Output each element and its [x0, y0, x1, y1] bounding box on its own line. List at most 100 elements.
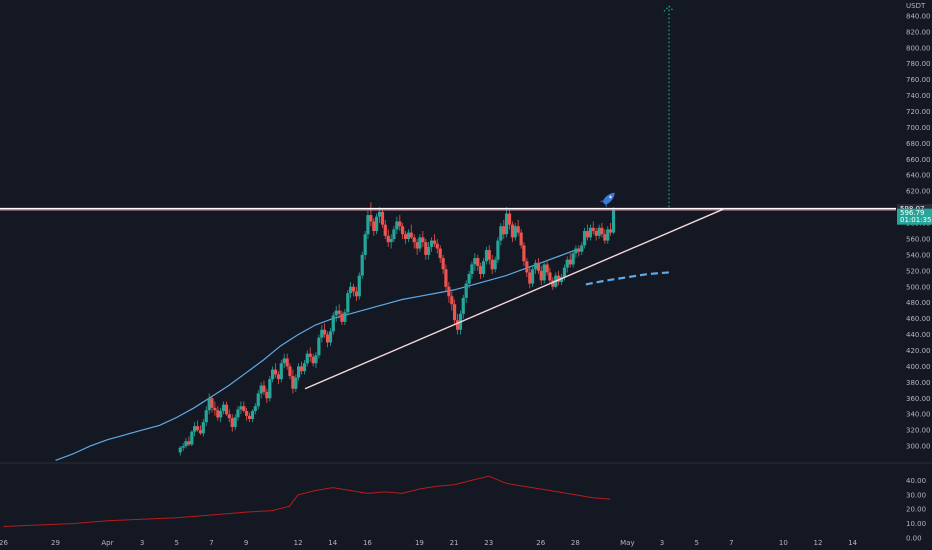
candle — [406, 229, 411, 243]
price-tick-label: 620.00 — [906, 188, 931, 196]
candle — [400, 223, 405, 239]
price-tick-label: 420.00 — [906, 347, 931, 355]
candle — [320, 324, 324, 343]
candle-body — [184, 441, 188, 447]
candle-body — [190, 431, 194, 445]
candle-body — [337, 310, 341, 314]
candle — [227, 409, 231, 423]
candle-body — [574, 248, 578, 254]
candle — [305, 350, 309, 367]
price-tick-label: 780.00 — [906, 60, 931, 68]
candle-body — [493, 259, 497, 270]
candle — [519, 229, 523, 249]
candle — [242, 401, 246, 413]
candle-body — [213, 407, 217, 411]
candle — [386, 229, 390, 247]
time-axis[interactable]: 26 29 Apr 3 5 7 9 12 14 16 19 21 23 26 28 May 3 5 7 10 12 14 — [0, 539, 858, 547]
candle — [574, 245, 578, 259]
candle — [271, 366, 275, 383]
candle-body — [533, 262, 538, 270]
candle — [247, 412, 252, 423]
candle — [224, 401, 229, 416]
candle — [530, 266, 535, 287]
price-axis[interactable]: 300.00 320.00 340.00 360.00 380.00 400.00 420.… — [897, 2, 932, 543]
candle-body — [346, 293, 350, 313]
candle — [493, 256, 497, 273]
candle-body — [279, 363, 283, 380]
candle — [213, 401, 217, 416]
candle — [383, 219, 387, 239]
candle — [265, 388, 269, 404]
candle-body — [343, 312, 347, 322]
candle-body — [594, 231, 598, 236]
candle-body — [438, 248, 442, 259]
candle-body — [268, 379, 272, 399]
candle-body — [481, 261, 486, 275]
candle — [582, 227, 587, 249]
candle — [337, 304, 341, 319]
indicator-tick-label: 30.00 — [906, 491, 926, 499]
candle — [334, 305, 338, 322]
candle — [311, 353, 315, 367]
time-tick-label: 14 — [848, 539, 857, 547]
candle — [233, 414, 237, 431]
candle-body — [435, 243, 439, 249]
candle — [556, 270, 561, 286]
candle-body — [487, 250, 491, 260]
candle-body — [565, 259, 569, 268]
candle-body — [233, 417, 237, 427]
candle-body — [282, 358, 286, 364]
candle — [299, 361, 304, 375]
candle-body — [418, 237, 422, 249]
candle-body — [496, 240, 500, 260]
candle-body — [325, 334, 330, 343]
candle-body — [285, 358, 289, 367]
candle — [219, 407, 223, 423]
rocket-window — [609, 195, 612, 199]
candle — [314, 352, 318, 369]
candle-body — [530, 269, 535, 284]
candle-body — [409, 232, 413, 238]
candle — [323, 323, 327, 338]
time-tick-label: 9 — [244, 539, 248, 547]
candle — [398, 215, 402, 231]
candle — [481, 258, 486, 278]
candle — [369, 202, 373, 227]
candle-body — [351, 286, 356, 292]
candle-body — [484, 250, 489, 262]
candle-body — [340, 313, 344, 322]
candle-body — [276, 374, 281, 380]
candle — [545, 259, 549, 276]
ma-projection-line — [585, 271, 670, 286]
candle — [392, 226, 396, 243]
candle-body — [299, 366, 304, 372]
candle-body — [490, 259, 494, 270]
candle-body — [360, 254, 364, 276]
candle-body — [369, 215, 373, 222]
candle — [490, 254, 494, 275]
candle-body — [400, 226, 405, 235]
candle — [548, 267, 552, 284]
candle — [395, 216, 399, 235]
candle-body — [426, 246, 431, 255]
price-tick-label: 680.00 — [906, 140, 931, 148]
candle-body — [551, 280, 555, 287]
candle — [357, 272, 361, 300]
candle-body — [476, 258, 480, 267]
candle — [571, 250, 575, 268]
candle-body — [542, 264, 546, 281]
indicator-line — [3, 475, 611, 527]
candle — [331, 312, 335, 335]
candle — [551, 277, 555, 290]
candle — [403, 231, 408, 244]
candle-body — [421, 237, 425, 243]
candle — [585, 224, 590, 241]
candle — [190, 430, 194, 447]
candle — [221, 401, 226, 415]
candle-body — [504, 213, 509, 235]
candle — [438, 245, 442, 263]
price-tick-label: 820.00 — [906, 28, 931, 36]
candle — [487, 245, 491, 265]
candle — [452, 299, 457, 325]
